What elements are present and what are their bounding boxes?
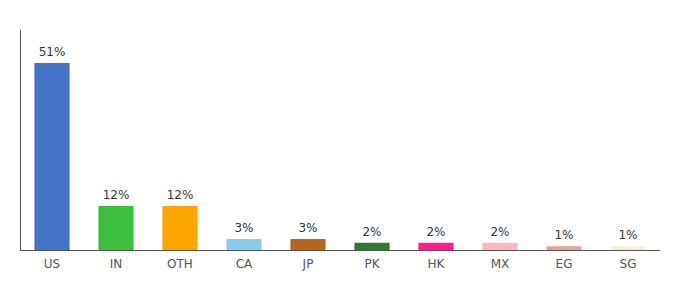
svg-text:2%: 2% <box>362 225 381 239</box>
svg-text:51%: 51% <box>39 45 66 59</box>
svg-text:3%: 3% <box>234 221 253 235</box>
svg-text:2%: 2% <box>426 225 445 239</box>
svg-text:HK: HK <box>428 257 446 271</box>
svg-text:12%: 12% <box>103 188 130 202</box>
svg-text:1%: 1% <box>554 228 573 242</box>
svg-text:1%: 1% <box>618 228 637 242</box>
svg-text:CA: CA <box>236 257 253 271</box>
svg-text:JP: JP <box>302 257 314 271</box>
svg-text:12%: 12% <box>167 188 194 202</box>
svg-text:OTH: OTH <box>167 257 193 271</box>
svg-text:PK: PK <box>364 257 380 271</box>
svg-text:2%: 2% <box>490 225 509 239</box>
svg-text:EG: EG <box>556 257 573 271</box>
svg-text:SG: SG <box>620 257 637 271</box>
svg-text:3%: 3% <box>298 221 317 235</box>
svg-text:IN: IN <box>110 257 123 271</box>
svg-text:US: US <box>44 257 60 271</box>
svg-text:MX: MX <box>491 257 510 271</box>
